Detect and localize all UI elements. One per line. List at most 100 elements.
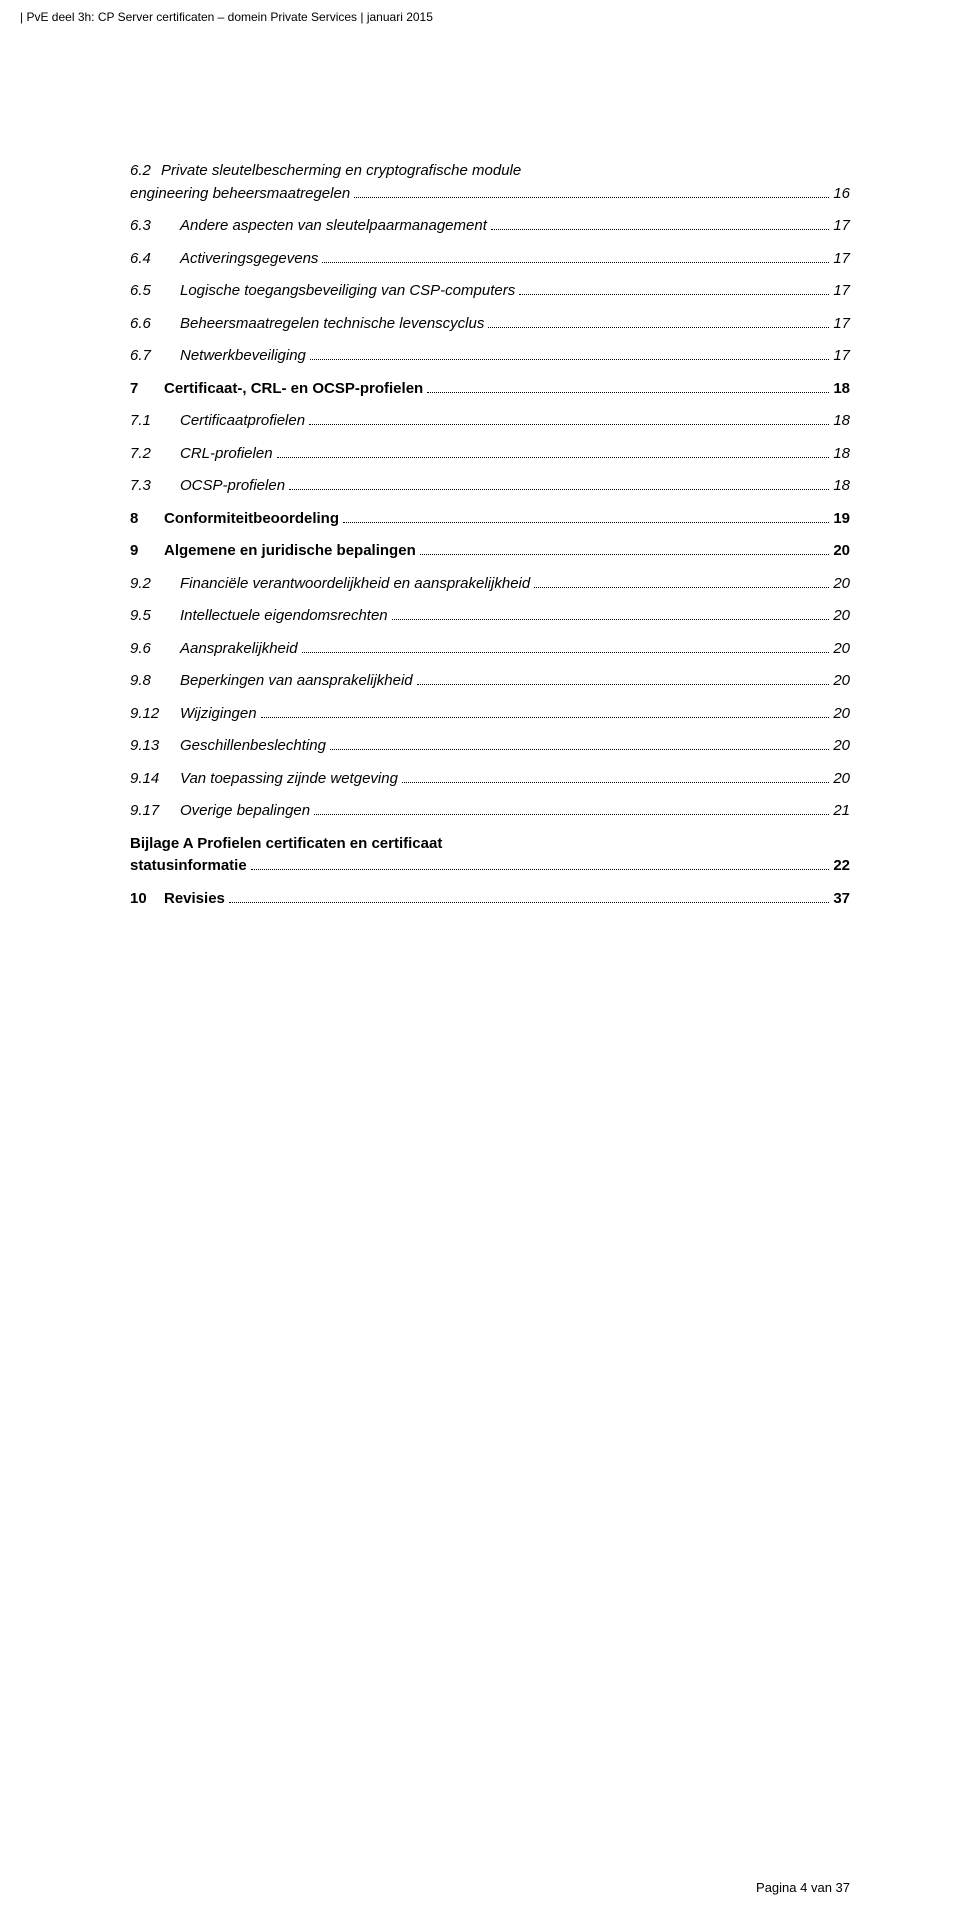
toc-leader xyxy=(314,801,829,816)
toc-entry: 6.3 Andere aspecten van sleutelpaarmanag… xyxy=(130,215,850,238)
toc-number: 8 xyxy=(130,508,164,531)
toc-leader xyxy=(229,888,829,903)
toc-label: Revisies xyxy=(164,888,225,911)
toc-page: 37 xyxy=(833,888,850,911)
toc-leader xyxy=(488,313,829,328)
toc-entry: 9.8 Beperkingen van aansprakelijkheid 20 xyxy=(130,670,850,693)
toc-leader xyxy=(302,638,830,653)
toc-number: 7.1 xyxy=(130,410,180,433)
toc-entry: 8 Conformiteitbeoordeling 19 xyxy=(130,508,850,531)
toc-page: 20 xyxy=(833,735,850,758)
toc-label: Algemene en juridische bepalingen xyxy=(164,540,416,563)
toc-entry: 9.12 Wijzigingen 20 xyxy=(130,703,850,726)
toc-leader xyxy=(261,703,830,718)
toc-number: 9.6 xyxy=(130,638,180,661)
toc-leader xyxy=(491,216,829,231)
toc-leader xyxy=(310,346,829,361)
toc-leader xyxy=(251,856,830,871)
toc-label: CRL-profielen xyxy=(180,443,273,466)
toc-leader xyxy=(534,573,829,588)
toc-entry: 9.5 Intellectuele eigendomsrechten 20 xyxy=(130,605,850,628)
toc-number: 9 xyxy=(130,540,164,563)
toc-label: Private sleutelbescherming en cryptograf… xyxy=(161,162,521,179)
toc-page: 21 xyxy=(833,800,850,823)
toc-entry: 9.2 Financiële verantwoordelijkheid en a… xyxy=(130,573,850,596)
page-header: | PvE deel 3h: CP Server certificaten – … xyxy=(20,10,433,24)
toc-label: engineering beheersmaatregelen xyxy=(130,183,350,206)
toc-leader xyxy=(343,508,829,523)
toc-page: 16 xyxy=(833,183,850,206)
toc-number: 6.4 xyxy=(130,248,180,271)
toc-page: 20 xyxy=(833,605,850,628)
toc-page: 18 xyxy=(833,410,850,433)
toc-page: 19 xyxy=(833,508,850,531)
toc-page: 20 xyxy=(833,768,850,791)
toc-number: 6.7 xyxy=(130,345,180,368)
toc-entry: 9.6 Aansprakelijkheid 20 xyxy=(130,638,850,661)
toc-label: Logische toegangsbeveiliging van CSP-com… xyxy=(180,280,515,303)
toc-page: 18 xyxy=(833,475,850,498)
toc-label: Financiële verantwoordelijkheid en aansp… xyxy=(180,573,530,596)
document-page: | PvE deel 3h: CP Server certificaten – … xyxy=(0,0,960,1925)
toc-entry: 9.17 Overige bepalingen 21 xyxy=(130,800,850,823)
toc-label: Activeringsgegevens xyxy=(180,248,318,271)
toc-label: Wijzigingen xyxy=(180,703,257,726)
toc-entry: 6.4 Activeringsgegevens 17 xyxy=(130,248,850,271)
page-footer: Pagina 4 van 37 xyxy=(756,1880,850,1895)
toc-page: 18 xyxy=(833,443,850,466)
toc-page: 20 xyxy=(833,540,850,563)
toc-label: Conformiteitbeoordeling xyxy=(164,508,339,531)
toc-entry: 6.6 Beheersmaatregelen technische levens… xyxy=(130,313,850,336)
toc-number: 7.2 xyxy=(130,443,180,466)
toc-entry: 6.5 Logische toegangsbeveiliging van CSP… xyxy=(130,280,850,303)
toc-label: statusinformatie xyxy=(130,855,247,878)
toc-page: 18 xyxy=(833,378,850,401)
toc-label: Aansprakelijkheid xyxy=(180,638,298,661)
toc-label: Certificaatprofielen xyxy=(180,410,305,433)
toc-number: 6.2 xyxy=(130,162,157,179)
toc-entry: 7.1 Certificaatprofielen 18 xyxy=(130,410,850,433)
toc-label: Intellectuele eigendomsrechten xyxy=(180,605,388,628)
toc-label: OCSP-profielen xyxy=(180,475,285,498)
toc-entry: 7.3 OCSP-profielen 18 xyxy=(130,475,850,498)
toc-page: 17 xyxy=(833,248,850,271)
toc-number: 9.13 xyxy=(130,735,180,758)
toc-number: 7.3 xyxy=(130,475,180,498)
toc-leader xyxy=(420,541,830,556)
toc-label: Van toepassing zijnde wetgeving xyxy=(180,768,398,791)
toc-entry: 6.7 Netwerkbeveiliging 17 xyxy=(130,345,850,368)
toc-leader xyxy=(330,736,829,751)
toc-number: 9.2 xyxy=(130,573,180,596)
toc-page: 17 xyxy=(833,313,850,336)
toc-number: 6.6 xyxy=(130,313,180,336)
toc-leader xyxy=(309,411,829,426)
toc-entry: Bijlage A Profielen certificaten en cert… xyxy=(130,833,850,878)
toc-entry: 7.2 CRL-profielen 18 xyxy=(130,443,850,466)
toc-label: Netwerkbeveiliging xyxy=(180,345,306,368)
toc-label: Beperkingen van aansprakelijkheid xyxy=(180,670,413,693)
toc-leader xyxy=(519,281,829,296)
toc-entry: 9.14 Van toepassing zijnde wetgeving 20 xyxy=(130,768,850,791)
toc-leader xyxy=(427,378,829,393)
toc-leader xyxy=(354,183,829,198)
toc-page: 17 xyxy=(833,280,850,303)
toc-entry: 7 Certificaat-, CRL- en OCSP-profielen 1… xyxy=(130,378,850,401)
toc-label: Bijlage A Profielen certificaten en cert… xyxy=(130,835,442,852)
toc-leader xyxy=(392,606,830,621)
toc-page: 20 xyxy=(833,573,850,596)
toc-number: 10 xyxy=(130,888,164,911)
toc-leader xyxy=(417,671,830,686)
toc-number: 9.8 xyxy=(130,670,180,693)
toc-number: 9.14 xyxy=(130,768,180,791)
table-of-contents: 6.2 Private sleutelbescherming en crypto… xyxy=(130,160,850,910)
toc-page: 20 xyxy=(833,703,850,726)
toc-leader xyxy=(277,443,830,458)
toc-page: 17 xyxy=(833,345,850,368)
toc-number: 9.17 xyxy=(130,800,180,823)
toc-number: 6.5 xyxy=(130,280,180,303)
toc-page: 22 xyxy=(833,855,850,878)
toc-page: 20 xyxy=(833,638,850,661)
toc-number: 9.12 xyxy=(130,703,180,726)
toc-entry: 6.2 Private sleutelbescherming en crypto… xyxy=(130,160,850,205)
toc-page: 17 xyxy=(833,215,850,238)
